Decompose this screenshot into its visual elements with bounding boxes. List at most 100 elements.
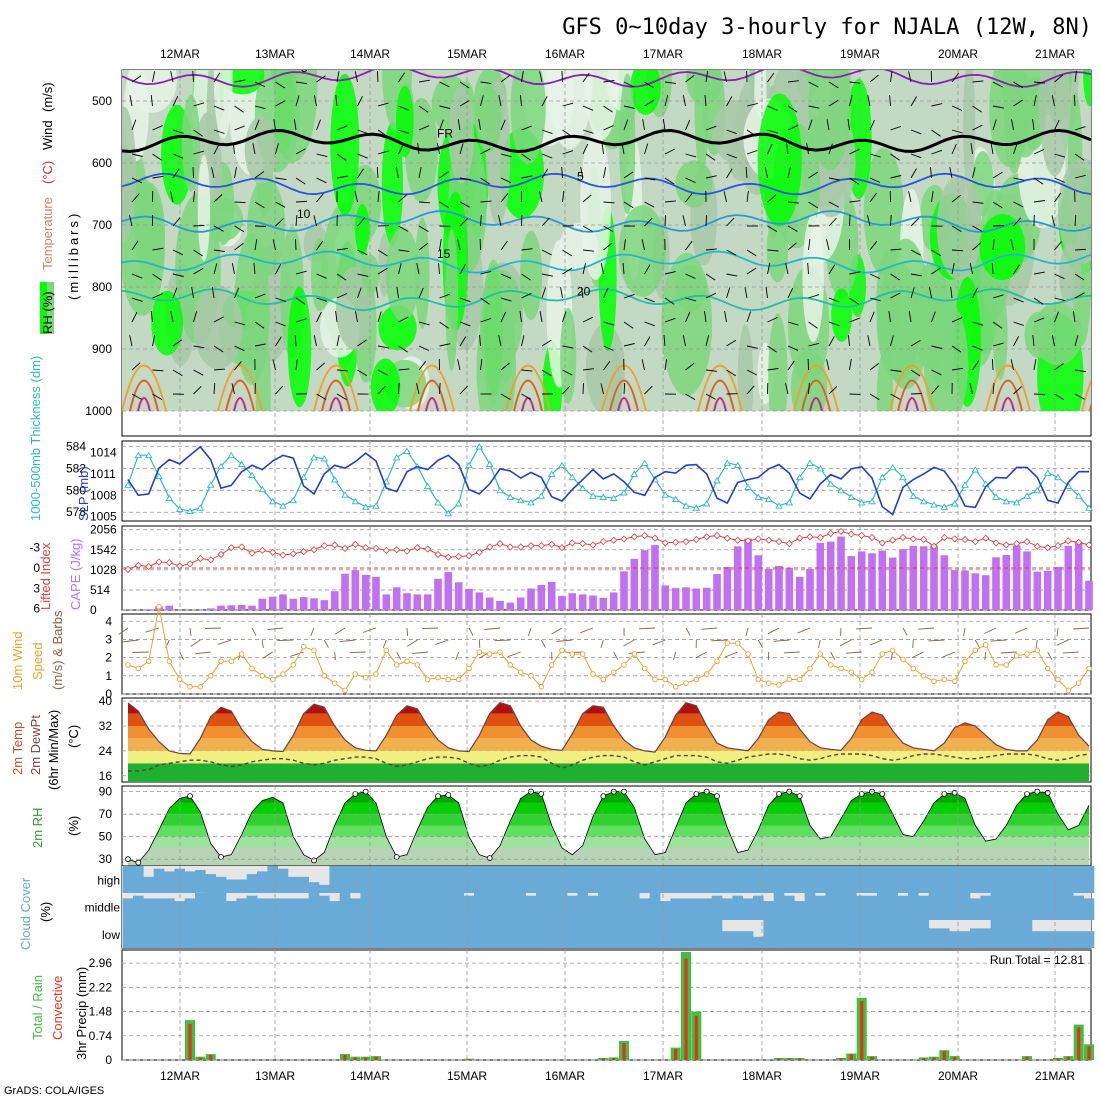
dewpoint-line: [128, 753, 1090, 772]
wind-barb: [972, 167, 976, 179]
wind-barb: [767, 143, 773, 155]
wind-barb: [869, 297, 881, 302]
li-marker: [289, 550, 297, 558]
cloud-cell: [1001, 893, 1012, 920]
li-marker: [868, 533, 876, 542]
surface-wind-barb: [963, 627, 966, 637]
wind-barb: [521, 248, 533, 251]
wind-barb: [213, 249, 225, 253]
cape-bar: [816, 542, 825, 610]
rh-band: [128, 848, 1089, 866]
wind-barb: [480, 359, 483, 371]
wind-barb: [767, 345, 777, 353]
precip-convective-bar: [1056, 1058, 1060, 1060]
wind-barb: [644, 99, 655, 107]
wind-barb: [254, 81, 266, 88]
wind-barb: [275, 321, 286, 327]
wind-barb: [295, 270, 307, 275]
wind-barb: [172, 287, 178, 299]
wind-barb: [293, 119, 297, 131]
cape-bar: [754, 555, 763, 610]
li-marker: [661, 539, 669, 547]
wind-barb: [398, 143, 404, 155]
cape-bar: [1002, 554, 1011, 610]
wind-barb: [562, 102, 574, 107]
wind-barb: [644, 201, 655, 208]
li-marker: [320, 542, 328, 550]
wind-barb: [377, 267, 388, 275]
isotherm-lobe: [225, 379, 255, 411]
wind-barb: [992, 81, 1003, 88]
rh-contour-cell: [197, 155, 211, 262]
wind-barb: [705, 248, 717, 251]
cloud-cell: [970, 866, 981, 893]
rh-contour-cell: [1033, 301, 1083, 366]
cape-bar: [372, 576, 380, 610]
wind-speed-marker: [342, 687, 348, 694]
cloud-cell: [784, 920, 795, 948]
wind-speed-marker: [269, 676, 276, 683]
wind-speed-marker: [931, 678, 937, 685]
rh-legend-label: RH (%): [40, 291, 55, 334]
wind-barb: [498, 215, 502, 227]
wind-barb: [951, 194, 961, 203]
wind-barb: [562, 267, 573, 275]
wind-speed-marker: [889, 647, 896, 654]
surface-wind-barb: [928, 639, 945, 642]
thickness-marker: [919, 497, 928, 505]
wind-barb: [828, 99, 839, 107]
rh-contour-cell: [475, 86, 502, 153]
wind-speed-marker: [373, 671, 379, 677]
wind-barb: [539, 311, 543, 323]
wind-barb: [357, 129, 369, 134]
surface-wind-barb: [334, 627, 346, 635]
thickness-marker: [1085, 504, 1093, 511]
wind-barb: [685, 393, 696, 400]
cloud-cell: [670, 866, 681, 893]
wind-speed-marker: [683, 680, 689, 686]
wind-speed-marker: [1024, 651, 1030, 657]
isotherm-line: [122, 128, 1091, 154]
cloud-cell: [660, 866, 671, 893]
cloud-cell: [257, 871, 268, 893]
wind-barb: [336, 71, 340, 83]
isotherm-lobe: [425, 397, 439, 411]
wind-barb: [1033, 317, 1045, 323]
cloud-cell: [267, 898, 278, 920]
wind-barb: [335, 311, 338, 323]
wind-barb: [765, 287, 768, 299]
surface-wind-barb: [262, 651, 273, 659]
li-marker: [589, 541, 597, 549]
wind-barb: [580, 167, 584, 179]
wind-barb: [930, 166, 932, 179]
wind-barb: [1054, 273, 1065, 280]
cloud-cell: [195, 870, 206, 893]
wind-barb: [705, 335, 710, 347]
thickness-marker: [310, 454, 318, 461]
cloud-cell: [567, 920, 578, 948]
li-marker: [796, 534, 804, 542]
wind-barb: [910, 249, 921, 256]
cloud-cell: [308, 920, 320, 948]
thickness-marker: [454, 500, 463, 507]
li-line: [127, 530, 1090, 570]
wind-barb: [828, 297, 840, 303]
cloud-cell: [339, 893, 351, 920]
wind-barb: [275, 218, 284, 227]
wind-barb: [623, 239, 626, 251]
cloud-cell: [1073, 895, 1084, 920]
wind-barb: [562, 150, 574, 155]
wind-barb: [664, 177, 675, 185]
cloud-cell: [267, 866, 278, 893]
surface-wind-barb: [478, 639, 481, 649]
isotherm-lobe: [217, 364, 263, 411]
wind-barb: [295, 81, 307, 85]
wind-barb: [764, 167, 768, 179]
wind-barb: [521, 273, 531, 281]
cloud-cell: [670, 898, 681, 920]
cloud-cell: [618, 920, 630, 948]
li-marker: [279, 551, 287, 559]
cape-bar: [837, 536, 845, 610]
thickness-marker: [392, 454, 401, 461]
